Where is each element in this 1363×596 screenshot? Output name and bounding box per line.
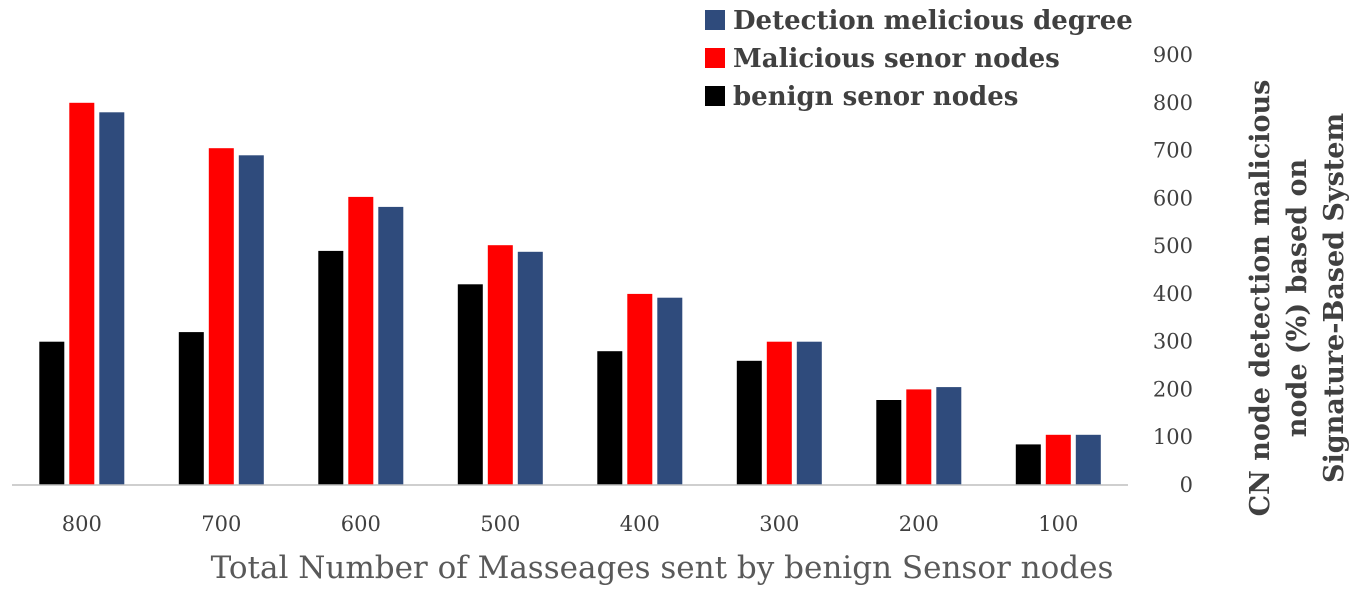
bar-benign-senor-nodes-400 bbox=[597, 351, 623, 485]
y-tick-label: 400 bbox=[1153, 282, 1193, 306]
legend-swatch-malicious-senor-nodes bbox=[705, 48, 725, 68]
bar-detection-melicious-degree-700 bbox=[238, 155, 264, 486]
y-tick-label: 300 bbox=[1153, 330, 1193, 354]
x-tick-label: 600 bbox=[341, 512, 381, 536]
y-tick-label: 0 bbox=[1180, 473, 1193, 497]
bar-malicious-senor-nodes-500 bbox=[487, 245, 513, 485]
bar-detection-melicious-degree-600 bbox=[378, 206, 404, 485]
y-axis-title-line-3: Signature-Based System bbox=[1319, 113, 1350, 483]
bar-malicious-senor-nodes-600 bbox=[348, 196, 374, 485]
x-axis-title: Total Number of Masseages sent by benign… bbox=[211, 550, 1114, 586]
legend-label-malicious-senor-nodes: Malicious senor nodes bbox=[733, 44, 1060, 74]
bars-layer bbox=[39, 102, 1101, 486]
y-tick-label: 600 bbox=[1153, 186, 1193, 210]
x-tick-label: 100 bbox=[1038, 512, 1078, 536]
bar-benign-senor-nodes-700 bbox=[178, 332, 204, 485]
x-tick-labels: 800 700 600 500 400 300 200 100 bbox=[62, 512, 1079, 536]
legend-swatch-detection-melicious-degree bbox=[705, 10, 725, 30]
bar-malicious-senor-nodes-700 bbox=[208, 148, 234, 485]
bar-detection-melicious-degree-100 bbox=[1075, 434, 1101, 485]
bar-malicious-senor-nodes-100 bbox=[1045, 434, 1071, 485]
bar-benign-senor-nodes-600 bbox=[318, 250, 344, 485]
bar-malicious-senor-nodes-400 bbox=[627, 293, 653, 485]
x-tick-label: 800 bbox=[62, 512, 102, 536]
x-tick-label: 500 bbox=[480, 512, 520, 536]
x-tick-label: 300 bbox=[759, 512, 799, 536]
bar-malicious-senor-nodes-200 bbox=[906, 389, 932, 485]
x-tick-label: 700 bbox=[201, 512, 241, 536]
bar-malicious-senor-nodes-300 bbox=[766, 341, 792, 485]
y-tick-label: 200 bbox=[1153, 377, 1193, 401]
bar-detection-melicious-degree-300 bbox=[796, 341, 822, 485]
y-tick-labels: 0 100 200 300 400 500 600 700 800 900 bbox=[1153, 43, 1193, 497]
x-tick-label: 200 bbox=[899, 512, 939, 536]
bar-benign-senor-nodes-200 bbox=[876, 400, 902, 485]
bar-benign-senor-nodes-100 bbox=[1015, 444, 1041, 485]
bar-detection-melicious-degree-400 bbox=[657, 297, 683, 485]
bar-detection-melicious-degree-500 bbox=[517, 251, 543, 485]
bar-benign-senor-nodes-300 bbox=[736, 360, 762, 485]
bar-benign-senor-nodes-500 bbox=[457, 284, 483, 485]
y-axis-title-line-1: CN node detection malicious bbox=[1245, 80, 1276, 517]
y-tick-label: 900 bbox=[1153, 43, 1193, 67]
legend-swatch-benign-senor-nodes bbox=[705, 86, 725, 106]
y-tick-label: 100 bbox=[1153, 425, 1193, 449]
x-tick-label: 400 bbox=[620, 512, 660, 536]
y-tick-label: 500 bbox=[1153, 234, 1193, 258]
bar-benign-senor-nodes-800 bbox=[39, 341, 65, 485]
y-tick-label: 700 bbox=[1153, 139, 1193, 163]
bar-malicious-senor-nodes-800 bbox=[69, 102, 95, 486]
y-tick-label: 800 bbox=[1153, 91, 1193, 115]
y-axis-title-line-2: node (%) based on bbox=[1282, 158, 1313, 437]
bar-detection-melicious-degree-200 bbox=[936, 387, 962, 485]
y-axis-title: CN node detection malicious node (%) bas… bbox=[1245, 80, 1350, 517]
legend-label-benign-senor-nodes: benign senor nodes bbox=[733, 82, 1018, 112]
bar-detection-melicious-degree-800 bbox=[99, 112, 125, 486]
legend: Detection melicious degree Malicious seno… bbox=[705, 6, 1133, 112]
legend-label-detection-melicious-degree: Detection melicious degree bbox=[733, 6, 1133, 36]
